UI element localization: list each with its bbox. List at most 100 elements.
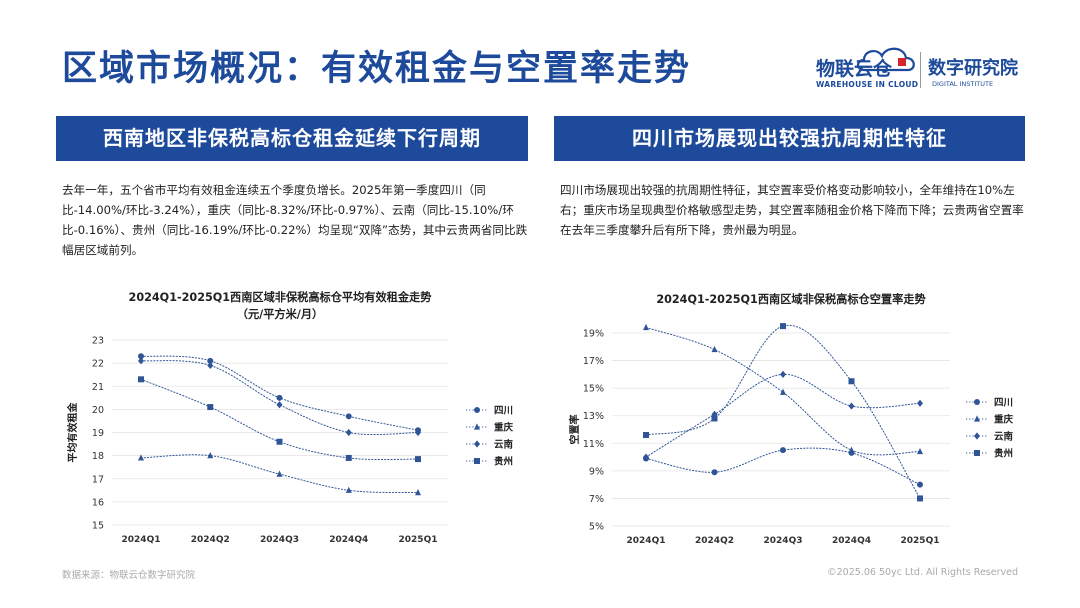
data-point xyxy=(207,357,214,364)
series-line-2 xyxy=(645,326,921,456)
x-tick-label: 2024Q4 xyxy=(329,535,368,545)
y-tick-label: 19% xyxy=(583,329,604,340)
x-tick-label: 2024Q2 xyxy=(695,536,734,546)
data-point xyxy=(780,323,786,330)
series-line-4 xyxy=(140,378,419,461)
legend-label: 贵州 xyxy=(994,448,1013,460)
data-point xyxy=(207,452,214,459)
y-tick-label: 16 xyxy=(92,497,104,508)
legend-label: 重庆 xyxy=(494,422,514,434)
series-line-3 xyxy=(140,360,419,436)
data-point xyxy=(780,388,786,395)
logo-institute-text: 数字研究院 xyxy=(928,58,1018,79)
data-point xyxy=(643,323,649,331)
legend-label: 云南 xyxy=(994,431,1014,443)
legend-label: 贵州 xyxy=(494,456,513,468)
data-point xyxy=(711,345,718,353)
legend-marker xyxy=(974,415,980,422)
y-tick-label: 15 xyxy=(92,521,104,532)
vacancy-line-chart: 2024Q1-2025Q1西南区域非保税高标仓空置率走势 5% 7% 9% 11% 13%… xyxy=(568,292,1014,546)
data-point xyxy=(917,495,923,502)
x-tick-label: 2024Q3 xyxy=(260,535,299,545)
y-tick-label: 19 xyxy=(92,428,104,439)
x-tick-label: 2024Q4 xyxy=(832,536,871,546)
x-tick-label: 2024Q2 xyxy=(191,535,230,545)
data-point xyxy=(415,489,421,496)
legend-marker xyxy=(474,423,480,430)
y-axis-label: 空置率 xyxy=(568,415,581,445)
data-point xyxy=(711,469,718,476)
data-point xyxy=(207,361,214,370)
data-point xyxy=(848,378,855,385)
data-point xyxy=(138,376,144,383)
y-tick-label: 20 xyxy=(92,405,104,416)
footer-source: 数据来源：物联云仓数字研究院 xyxy=(62,570,196,581)
data-point xyxy=(848,446,855,453)
data-point xyxy=(917,447,923,455)
data-point xyxy=(345,413,352,420)
data-point xyxy=(415,456,421,463)
legend-label: 四川 xyxy=(494,406,513,417)
data-point xyxy=(917,399,923,407)
y-tick-label: 9% xyxy=(589,466,604,477)
legend-label: 四川 xyxy=(994,398,1013,409)
y-tick-label: 13% xyxy=(583,411,604,422)
data-point xyxy=(276,470,283,477)
data-point xyxy=(138,353,144,360)
data-point xyxy=(276,401,283,409)
y-tick-label: 17% xyxy=(583,356,604,367)
legend-marker xyxy=(474,458,480,464)
data-point xyxy=(138,357,144,365)
data-point xyxy=(276,394,283,401)
right-paragraph: 四川市场展现出较强的抗周期性特征，其空置率受价格变动影响较小，全年维持在10%左… xyxy=(560,183,1024,237)
y-tick-label: 11% xyxy=(583,439,604,450)
data-point xyxy=(345,428,352,437)
x-tick-label: 2024Q1 xyxy=(122,535,161,545)
y-tick-label: 23 xyxy=(92,336,104,347)
y-tick-label: 5% xyxy=(589,522,604,533)
data-point xyxy=(848,402,855,410)
data-point xyxy=(711,415,718,422)
page-title: 区域市场概况：有效租金与空置率走势 xyxy=(62,49,692,89)
data-point xyxy=(415,428,421,437)
x-tick-label: 2025Q1 xyxy=(399,535,438,545)
chart-title: 2024Q1-2025Q1西南区域非保税高标仓空置率走势 xyxy=(656,292,925,306)
legend-marker xyxy=(474,440,480,448)
x-tick-label: 2025Q1 xyxy=(901,536,940,546)
logo-institute-sub: DIGITAL INSTITUTE xyxy=(932,80,994,88)
y-axis-label: 平均有效租金 xyxy=(66,402,79,463)
series-line-1 xyxy=(140,355,419,431)
rent-line-chart: 2024Q1-2025Q1西南区域非保税高标仓平均有效租金走势 （元/平方米/月）… xyxy=(66,290,514,545)
series-line-4 xyxy=(645,324,921,499)
legend-marker xyxy=(974,450,980,456)
x-tick-label: 2024Q3 xyxy=(764,536,803,546)
right-section-banner: 四川市场展现出较强抗周期性特征 xyxy=(554,116,1025,161)
legend-marker xyxy=(974,399,980,405)
data-point xyxy=(780,370,786,378)
legend-marker xyxy=(974,432,980,440)
data-point xyxy=(643,432,649,439)
chart-subtitle: （元/平方米/月） xyxy=(237,307,324,321)
brand-logo: 物联云仓 WAREHOUSE IN CLOUD 数字研究院 DIGITAL IN… xyxy=(816,44,1032,94)
cloud-icon xyxy=(856,47,915,72)
left-paragraph: 去年一年，五个省市平均有效租金连续五个季度负增长。2025年第一季度四川（同比-… xyxy=(62,183,528,257)
chart-title: 2024Q1-2025Q1西南区域非保税高标仓平均有效租金走势 xyxy=(129,290,432,304)
legend-label: 重庆 xyxy=(994,414,1014,426)
logo-main-text: 物联云仓 xyxy=(816,58,893,80)
data-point xyxy=(207,404,214,411)
data-point xyxy=(780,447,786,454)
y-tick-label: 18 xyxy=(92,451,104,462)
footer-copyright: ©2025.06 50yc Ltd. All Rights Reserved xyxy=(827,567,1018,578)
x-tick-label: 2024Q1 xyxy=(627,536,666,546)
legend-label: 云南 xyxy=(494,439,514,451)
logo-divider xyxy=(920,52,921,88)
data-point xyxy=(345,454,352,461)
logo-sub-text: WAREHOUSE IN CLOUD xyxy=(816,80,919,89)
left-section-banner: 西南地区非保税高标仓租金延续下行周期 xyxy=(56,116,528,161)
series-line-1 xyxy=(645,447,921,486)
y-tick-label: 15% xyxy=(583,384,604,395)
y-tick-label: 22 xyxy=(92,359,104,370)
data-point xyxy=(138,454,144,461)
y-tick-label: 7% xyxy=(589,494,604,505)
data-point xyxy=(276,438,283,445)
